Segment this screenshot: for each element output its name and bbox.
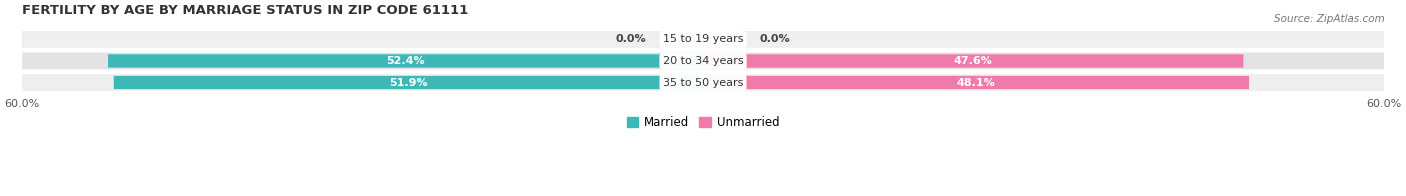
Text: 20 to 34 years: 20 to 34 years bbox=[662, 56, 744, 66]
Text: Source: ZipAtlas.com: Source: ZipAtlas.com bbox=[1274, 14, 1385, 24]
Text: FERTILITY BY AGE BY MARRIAGE STATUS IN ZIP CODE 61111: FERTILITY BY AGE BY MARRIAGE STATUS IN Z… bbox=[21, 4, 468, 17]
Text: 47.6%: 47.6% bbox=[953, 56, 993, 66]
Legend: Married, Unmarried: Married, Unmarried bbox=[621, 112, 785, 134]
Text: 35 to 50 years: 35 to 50 years bbox=[662, 77, 744, 88]
Text: 48.1%: 48.1% bbox=[956, 77, 995, 88]
Text: 51.9%: 51.9% bbox=[389, 77, 427, 88]
FancyBboxPatch shape bbox=[21, 74, 1385, 91]
Text: 0.0%: 0.0% bbox=[616, 34, 647, 44]
FancyBboxPatch shape bbox=[21, 31, 1385, 48]
FancyBboxPatch shape bbox=[703, 54, 1243, 68]
FancyBboxPatch shape bbox=[114, 76, 703, 89]
FancyBboxPatch shape bbox=[21, 53, 1385, 69]
Text: 15 to 19 years: 15 to 19 years bbox=[662, 34, 744, 44]
FancyBboxPatch shape bbox=[703, 33, 742, 46]
FancyBboxPatch shape bbox=[108, 54, 703, 68]
Text: 0.0%: 0.0% bbox=[759, 34, 790, 44]
Text: 52.4%: 52.4% bbox=[387, 56, 425, 66]
FancyBboxPatch shape bbox=[664, 33, 703, 46]
FancyBboxPatch shape bbox=[703, 76, 1249, 89]
